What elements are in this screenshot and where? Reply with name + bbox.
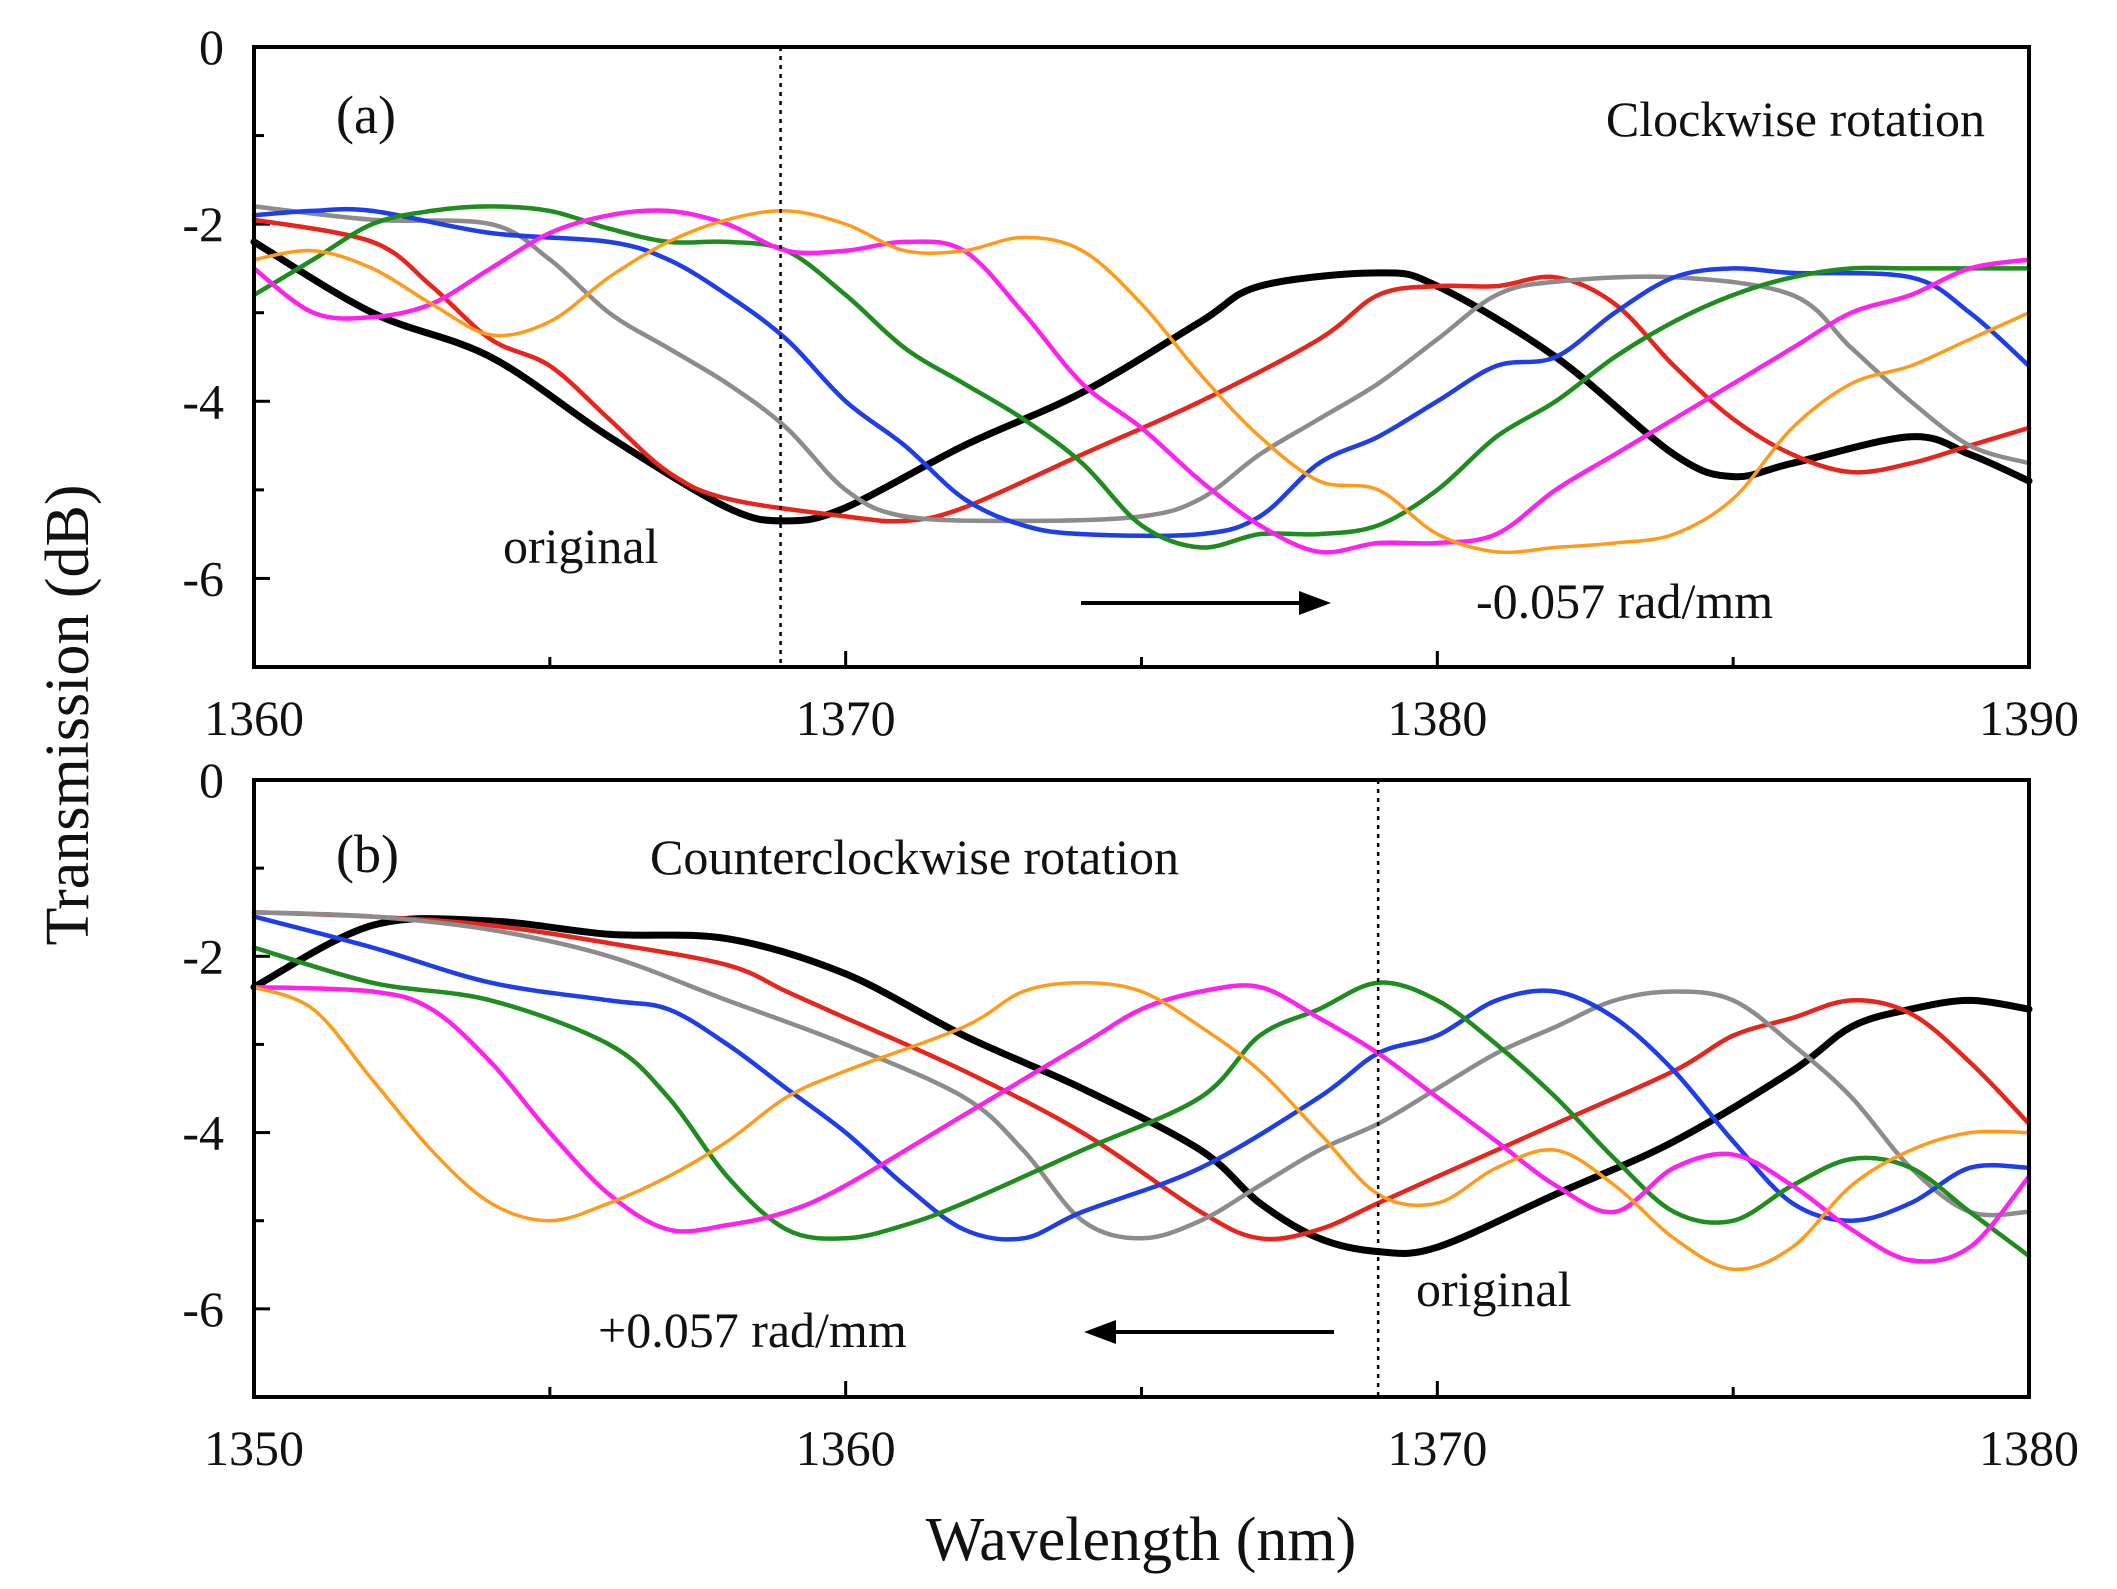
panel-b-arrow bbox=[1084, 1320, 1334, 1344]
panel-b-y-tick-label: -4 bbox=[182, 1105, 224, 1161]
panel-a-series-magenta bbox=[251, 208, 2032, 555]
panel-a-y-tick-label: -4 bbox=[182, 373, 224, 429]
panel-a-series-blue bbox=[251, 206, 2032, 539]
panel-a-ticks: 1360 1370 1380 1390 0 -2 -4 -6 bbox=[182, 19, 2079, 746]
panel-b-series-orange bbox=[252, 980, 2031, 1272]
panel-b-original-label: original bbox=[1416, 1261, 1572, 1317]
panel-b-y-tick-label: -2 bbox=[182, 928, 224, 984]
panel-a-y-tick-label: -2 bbox=[182, 196, 224, 252]
panel-a-x-tick-label: 1370 bbox=[796, 690, 896, 746]
panel-b-y-tick-label: 0 bbox=[199, 752, 224, 808]
panel-a-x-tick-label: 1360 bbox=[204, 690, 304, 746]
panel-b-series-blue bbox=[251, 914, 2032, 1242]
panel-a-y-tick-label: -6 bbox=[182, 550, 224, 606]
panel-a-plot-frame bbox=[252, 45, 2031, 669]
panel-a-y-tick-label: 0 bbox=[199, 19, 224, 75]
panel-b-series bbox=[250, 909, 2033, 1272]
panel-a-series-red bbox=[251, 217, 2032, 524]
panel-a-original-label: original bbox=[503, 518, 659, 574]
panel-b-series-red bbox=[251, 909, 2032, 1242]
panel-a-arrow bbox=[1081, 591, 1331, 615]
x-axis-title: Wavelength (nm) bbox=[926, 1506, 1357, 1574]
panel-b-x-tick-label: 1360 bbox=[796, 1420, 896, 1476]
panel-b-label: (b) bbox=[336, 824, 399, 884]
panel-b-title: Counterclockwise rotation bbox=[650, 829, 1179, 885]
panel-a-series-black bbox=[250, 238, 2033, 525]
panel-b-x-tick-label: 1380 bbox=[1979, 1420, 2079, 1476]
panel-a-series-orange bbox=[252, 209, 2031, 555]
panel-a-title: Clockwise rotation bbox=[1606, 91, 1985, 147]
panel-a-series-gray bbox=[251, 204, 2032, 524]
panel-a-x-tick-label: 1380 bbox=[1387, 690, 1487, 746]
panel-b-plot-frame bbox=[252, 778, 2031, 1399]
panel-a-x-tick-label: 1390 bbox=[1979, 690, 2079, 746]
panel-b-y-tick-label: -6 bbox=[182, 1281, 224, 1337]
panel-b-chart: 1350 1360 1370 1380 0 -2 -4 -6 (b) Counterclock… bbox=[182, 752, 2079, 1476]
panel-a-chart: 1360 1370 1380 1390 0 -2 -4 -6 (a) Clockwise ro… bbox=[182, 19, 2079, 746]
panel-b-x-tick-label: 1350 bbox=[204, 1420, 304, 1476]
panel-b-x-tick-label: 1370 bbox=[1387, 1420, 1487, 1476]
panel-b-series-green bbox=[251, 945, 2032, 1259]
panel-b-rate-label: +0.057 rad/mm bbox=[598, 1302, 907, 1358]
panel-b-ticks: 1350 1360 1370 1380 0 -2 -4 -6 bbox=[182, 752, 2079, 1476]
panel-a-series-green bbox=[251, 204, 2032, 550]
panel-b-series-magenta bbox=[251, 983, 2032, 1264]
panel-a-label: (a) bbox=[336, 85, 396, 145]
panel-b-series-gray bbox=[251, 909, 2032, 1241]
y-axis-title: Transmission (dB) bbox=[34, 484, 102, 945]
panel-a-rate-label: -0.057 rad/mm bbox=[1476, 573, 1773, 629]
panel-a-series bbox=[250, 204, 2033, 555]
